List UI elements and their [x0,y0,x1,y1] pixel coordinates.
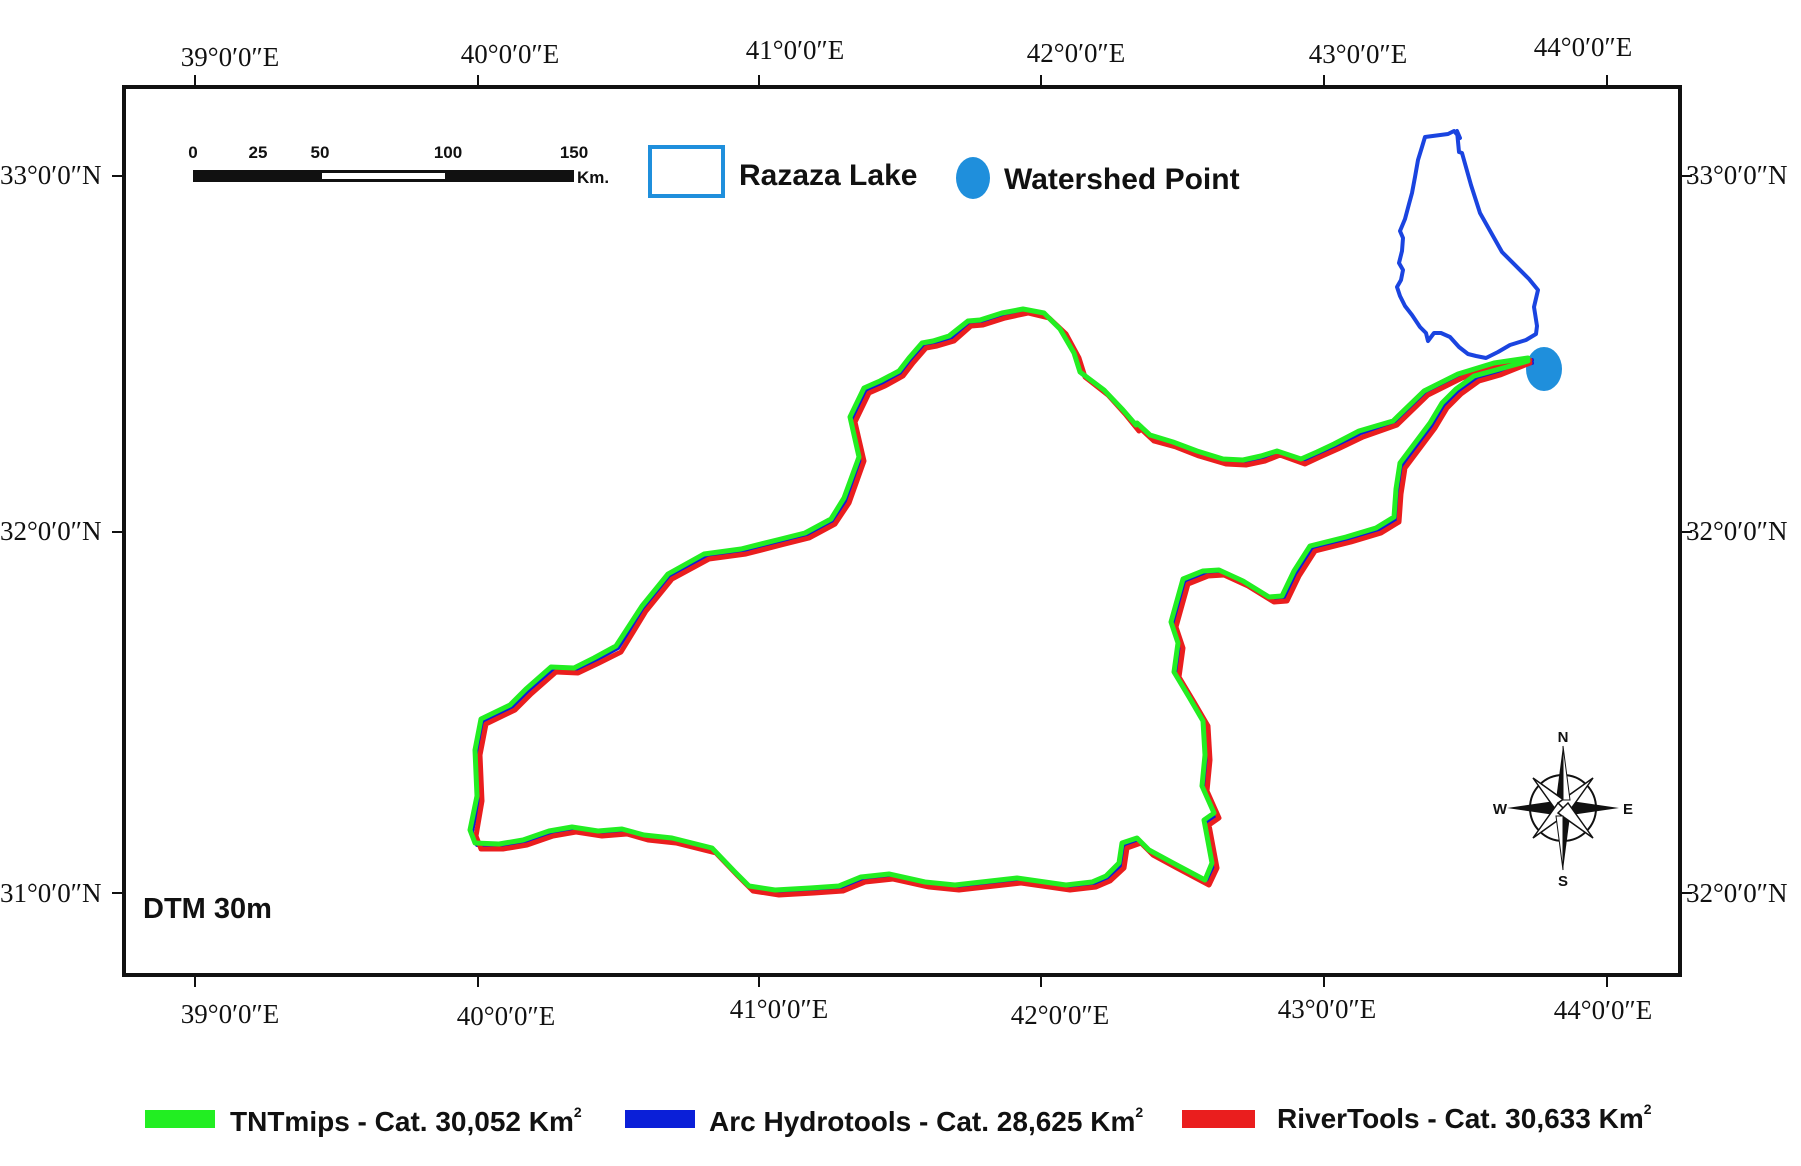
legend-swatch-tntmips [145,1110,215,1128]
watershed-boundaries [467,306,1534,898]
lon-label-top-1: 39°0′0″E [181,42,279,72]
scale-bar: 0 25 50 100 150 Km. [188,143,609,187]
lon-label-top-2: 40°0′0″E [461,39,559,69]
razaza-lake-outline [1395,129,1540,360]
lat-ticks-right [1680,175,1692,894]
lon-label-top-6: 44°0′0″E [1534,32,1632,62]
lon-label-bottom-1: 39°0′0″E [181,999,279,1029]
lon-label-top-5: 43°0′0″E [1309,39,1407,69]
legend-label-rivertools-text: RiverTools - Cat. 30,633 Km [1277,1103,1644,1134]
legend-label-arc-hydrotools: Arc Hydrotools - Cat. 28,625 Km2 [709,1104,1143,1137]
watershed-point-legend-marker [956,157,990,199]
dtm-label: DTM 30m [143,893,272,925]
lat-label-right-2: 32°0′0″N [1686,516,1787,546]
north-arrow-compass: N S W E [1493,729,1633,890]
legend-bottom: TNTmips - Cat. 30,052 Km2 Arc Hydrotools… [145,1101,1652,1137]
lake-legend-label: Razaza Lake [739,159,917,192]
scale-label-150: 150 [560,143,588,162]
lat-label-left-1: 33°0′0″N [0,160,101,190]
lon-ticks-bottom [194,975,1608,987]
lon-label-bottom-4: 42°0′0″E [1011,1000,1109,1030]
compass-e: E [1623,801,1633,818]
lake-legend-swatch [648,145,725,198]
lon-ticks-top [194,75,1608,87]
legend-top: Razaza Lake Watershed Point [648,145,1240,199]
legend-label-tntmips-sup: 2 [574,1104,582,1120]
watershed-boundary-tntmips [467,306,1531,893]
legend-label-arc-hydrotools-sup: 2 [1135,1104,1143,1120]
legend-label-rivertools-sup: 2 [1644,1101,1652,1117]
compass-w: W [1493,801,1508,818]
lat-label-right-1: 33°0′0″N [1686,160,1787,190]
legend-label-rivertools: RiverTools - Cat. 30,633 Km2 [1277,1101,1652,1134]
map-frame [122,85,1682,977]
lat-ticks-left [112,175,124,894]
lat-label-left-2: 32°0′0″N [0,516,101,546]
legend-swatch-rivertools [1182,1110,1255,1128]
lon-label-bottom-2: 40°0′0″E [457,1001,555,1031]
lon-label-top-4: 42°0′0″E [1027,38,1125,68]
scale-label-100: 100 [434,143,462,162]
watershed-point-legend-label: Watershed Point [1004,163,1240,196]
scale-label-50: 50 [311,143,330,162]
scale-label-0: 0 [188,143,197,162]
lon-label-top-3: 41°0′0″E [746,35,844,65]
compass-n: N [1558,729,1569,746]
legend-swatch-arc-hydrotools [625,1110,695,1128]
lon-label-bottom-3: 41°0′0″E [730,994,828,1024]
lon-label-bottom-5: 43°0′0″E [1278,994,1376,1024]
watershed-point [1526,347,1562,391]
compass-s: S [1558,873,1568,890]
lon-label-bottom-6: 44°0′0″E [1554,995,1652,1025]
lat-label-right-3: 32°0′0″N [1686,878,1787,908]
legend-label-tntmips-text: TNTmips - Cat. 30,052 Km [230,1106,574,1137]
lat-label-left-3: 31°0′0″N [0,878,101,908]
scale-unit: Km. [577,168,609,187]
legend-label-arc-hydrotools-text: Arc Hydrotools - Cat. 28,625 Km [709,1106,1135,1137]
legend-label-tntmips: TNTmips - Cat. 30,052 Km2 [230,1104,582,1137]
scale-label-25: 25 [249,143,268,162]
